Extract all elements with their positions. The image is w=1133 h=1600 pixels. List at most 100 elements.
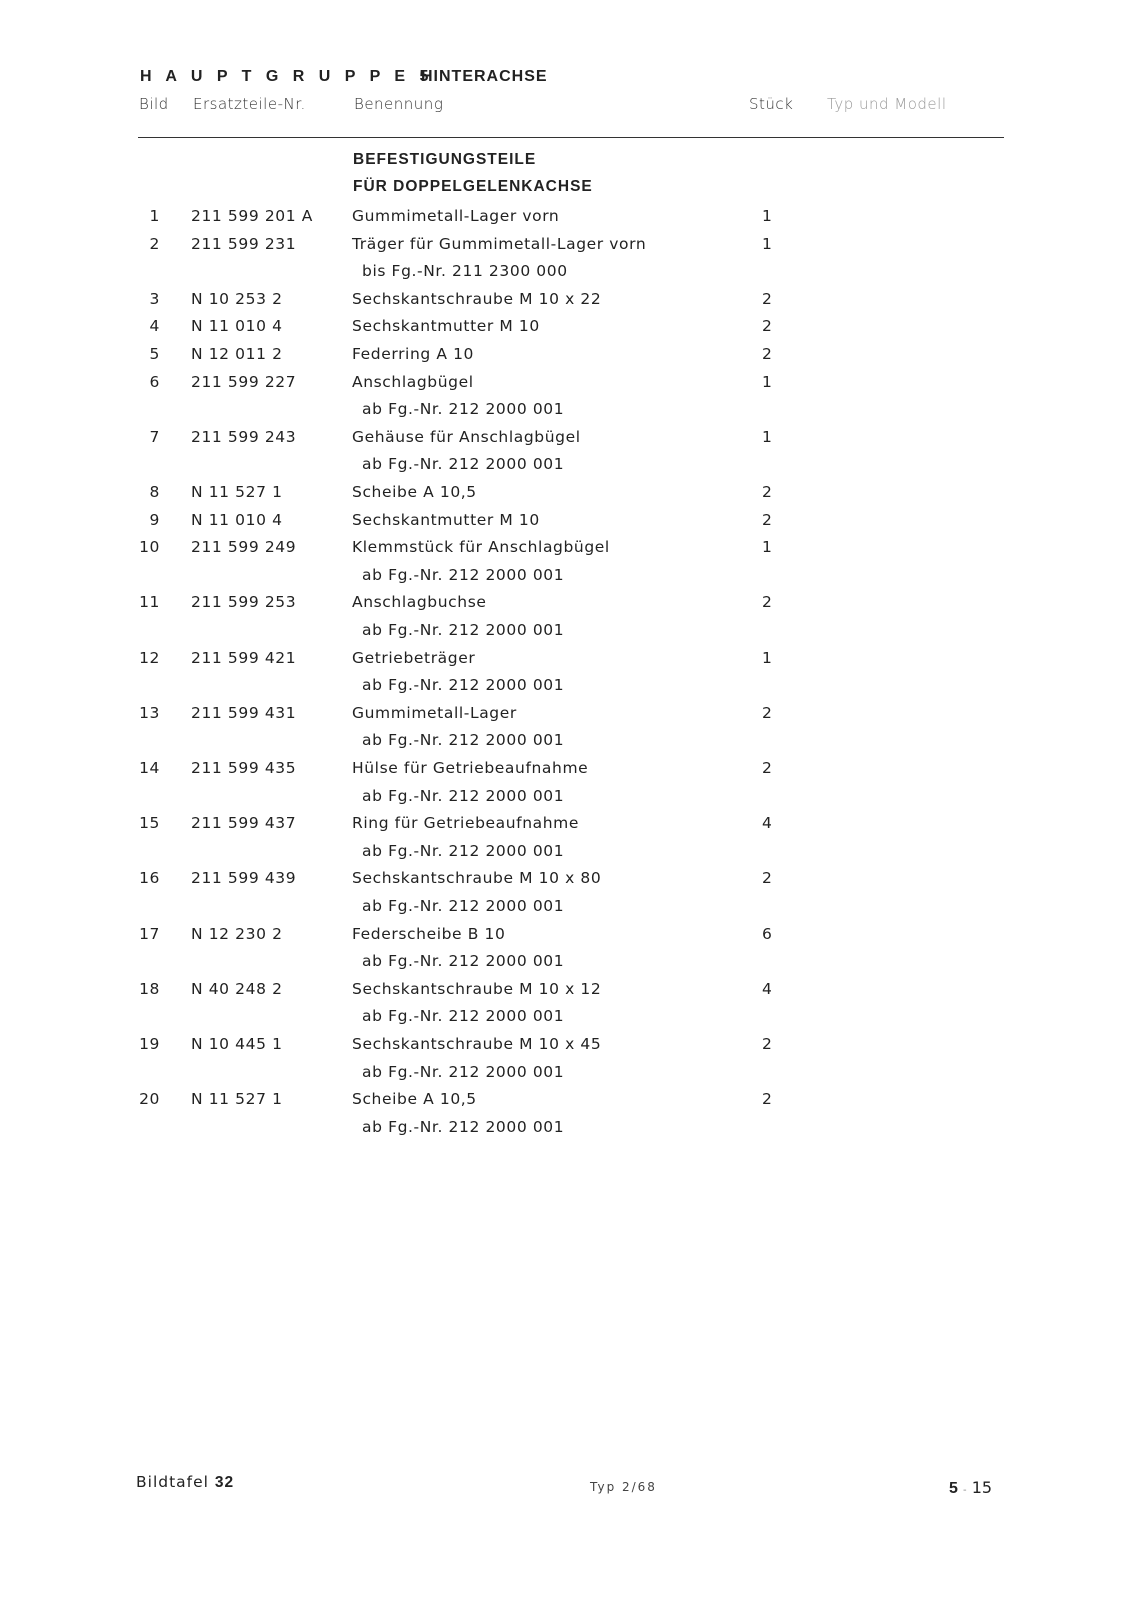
page-no: 15 [971,1478,993,1497]
row-qty: 4 [762,814,773,833]
table-row: 15 211 599 437 Ring für Getriebeaufnahme 4 [0,810,1133,838]
plate-number: 32 [214,1474,235,1491]
table-row: 20 N 11 527 1 Scheibe A 10,5 2 [0,1086,1133,1114]
row-bild: 20 [139,1090,160,1109]
row-name: Anschlagbuchse [352,593,487,612]
table-row: 19 N 10 445 1 Sechskantschraube M 10 x 45 2 [0,1031,1133,1059]
row-part: N 11 010 4 [191,317,283,336]
table-row: 18 N 40 248 2 Sechskantschraube M 10 x 12 4 [0,976,1133,1004]
row-part: N 40 248 2 [191,979,283,998]
row-part: N 12 230 2 [191,924,283,943]
row-note: ab Fg.-Nr. 212 2000 001 [362,786,565,805]
col-bild: Bild [139,95,169,113]
page-group: 5 [949,1480,958,1497]
table-row: 8 N 11 527 1 Scheibe A 10,5 2 [0,479,1133,507]
row-name: Gummimetall-Lager vorn [352,207,560,225]
row-name: Klemmstück für Anschlagbügel [352,538,610,557]
row-name: Getriebeträger [352,648,476,667]
row-qty: 2 [762,510,773,529]
row-qty: 1 [762,372,773,391]
row-bild: 1 [149,207,160,225]
table-row: 1 211 599 201 A Gummimetall-Lager vorn 1 [0,203,1133,231]
row-part: 211 599 421 [191,648,297,667]
row-bild: 12 [139,648,160,667]
page-sep: - [963,1485,967,1496]
row-part: 211 599 243 [191,427,297,446]
row-part: N 11 010 4 [191,510,283,529]
row-note: ab Fg.-Nr. 212 2000 001 [362,1117,565,1136]
row-bild: 2 [149,234,160,253]
col-part: Ersatzteile-Nr. [193,95,306,113]
row-note: ab Fg.-Nr. 212 2000 001 [362,952,565,971]
row-part: 211 599 431 [191,703,297,722]
row-qty: 2 [762,593,773,612]
table-row: 2 211 599 231 Träger für Gummimetall-Lager… [0,231,1133,259]
row-name: Federring A 10 [352,345,475,363]
row-name: Scheibe A 10,5 [352,1090,477,1109]
table-row: 14 211 599 435 Hülse für Getriebeaufnahme 2 [0,755,1133,783]
row-note: ab Fg.-Nr. 212 2000 001 [362,621,565,639]
table-row: 11 211 599 253 Anschlagbuchse 2 [0,589,1133,617]
table-row: 16 211 599 439 Sechskantschraube M 10 x 80… [0,865,1133,893]
section-title-1: BEFESTIGUNGSTEILE [353,151,537,168]
row-part: N 11 527 1 [191,1090,283,1109]
row-name: Sechskantschraube M 10 x 22 [352,289,602,308]
row-name: Federscheibe B 10 [352,924,506,943]
row-name: Sechskantschraube M 10 x 12 [352,979,602,998]
row-note: ab Fg.-Nr. 212 2000 001 [362,1062,565,1081]
row-qty: 2 [762,289,773,308]
row-bild: 11 [139,593,160,612]
row-qty: 2 [762,483,773,501]
row-part: 211 599 437 [191,814,297,833]
row-bild: 8 [149,483,160,501]
row-qty: 1 [762,234,773,253]
row-name: Anschlagbügel [352,372,474,391]
row-bild: 5 [149,345,160,363]
row-bild: 7 [149,427,160,446]
row-note: ab Fg.-Nr. 212 2000 001 [362,1007,565,1026]
row-name: Hülse für Getriebeaufnahme [352,759,589,777]
plate-label: Bildtafel 32 [136,1473,234,1492]
col-name: Benennung [354,95,444,113]
row-name: Sechskantmutter M 10 [352,510,540,529]
row-bild: 19 [139,1035,160,1053]
row-note: ab Fg.-Nr. 212 2000 001 [362,841,565,860]
table-row: 7 211 599 243 Gehäuse für Anschlagbügel 1 [0,424,1133,452]
row-note: ab Fg.-Nr. 212 2000 001 [362,400,565,419]
section-title-2: FÜR DOPPELGELENKACHSE [353,178,593,195]
row-qty: 2 [762,345,773,363]
table-row: 10 211 599 249 Klemmstück für Anschlagbüge… [0,534,1133,562]
col-qty: Stück [749,95,794,113]
row-part: N 12 011 2 [191,345,283,363]
row-name: Sechskantschraube M 10 x 45 [352,1035,602,1053]
row-bild: 3 [149,289,160,308]
row-name: Sechskantmutter M 10 [352,317,540,336]
row-bild: 13 [139,703,160,722]
row-qty: 1 [762,538,773,557]
row-part: N 11 527 1 [191,483,283,501]
row-note: ab Fg.-Nr. 212 2000 001 [362,897,565,915]
row-qty: 6 [762,924,773,943]
table-row: 17 N 12 230 2 Federscheibe B 10 6 [0,921,1133,949]
row-bild: 14 [139,759,160,777]
main-group: H A U P T G R U P P E 5 [140,68,434,85]
table-row: 5 N 12 011 2 Federring A 10 2 [0,341,1133,369]
header-rule [138,137,1004,138]
table-row: 6 211 599 227 Anschlagbügel 1 [0,369,1133,397]
plate-label-text: Bildtafel [136,1473,209,1491]
row-part: 211 599 435 [191,759,297,777]
row-note: ab Fg.-Nr. 212 2000 001 [362,676,565,695]
row-bild: 15 [139,814,160,833]
row-qty: 2 [762,317,773,336]
row-bild: 10 [139,538,160,557]
row-qty: 2 [762,703,773,722]
type-date: Typ 2/68 [590,1480,657,1494]
row-qty: 2 [762,759,773,777]
table-row: 13 211 599 431 Gummimetall-Lager 2 [0,700,1133,728]
row-part: 211 599 201 A [191,207,313,225]
row-part: 211 599 439 [191,869,297,888]
row-note: ab Fg.-Nr. 212 2000 001 [362,455,565,474]
row-part: N 10 253 2 [191,289,283,308]
row-note: bis Fg.-Nr. 211 2300 000 [362,262,568,281]
